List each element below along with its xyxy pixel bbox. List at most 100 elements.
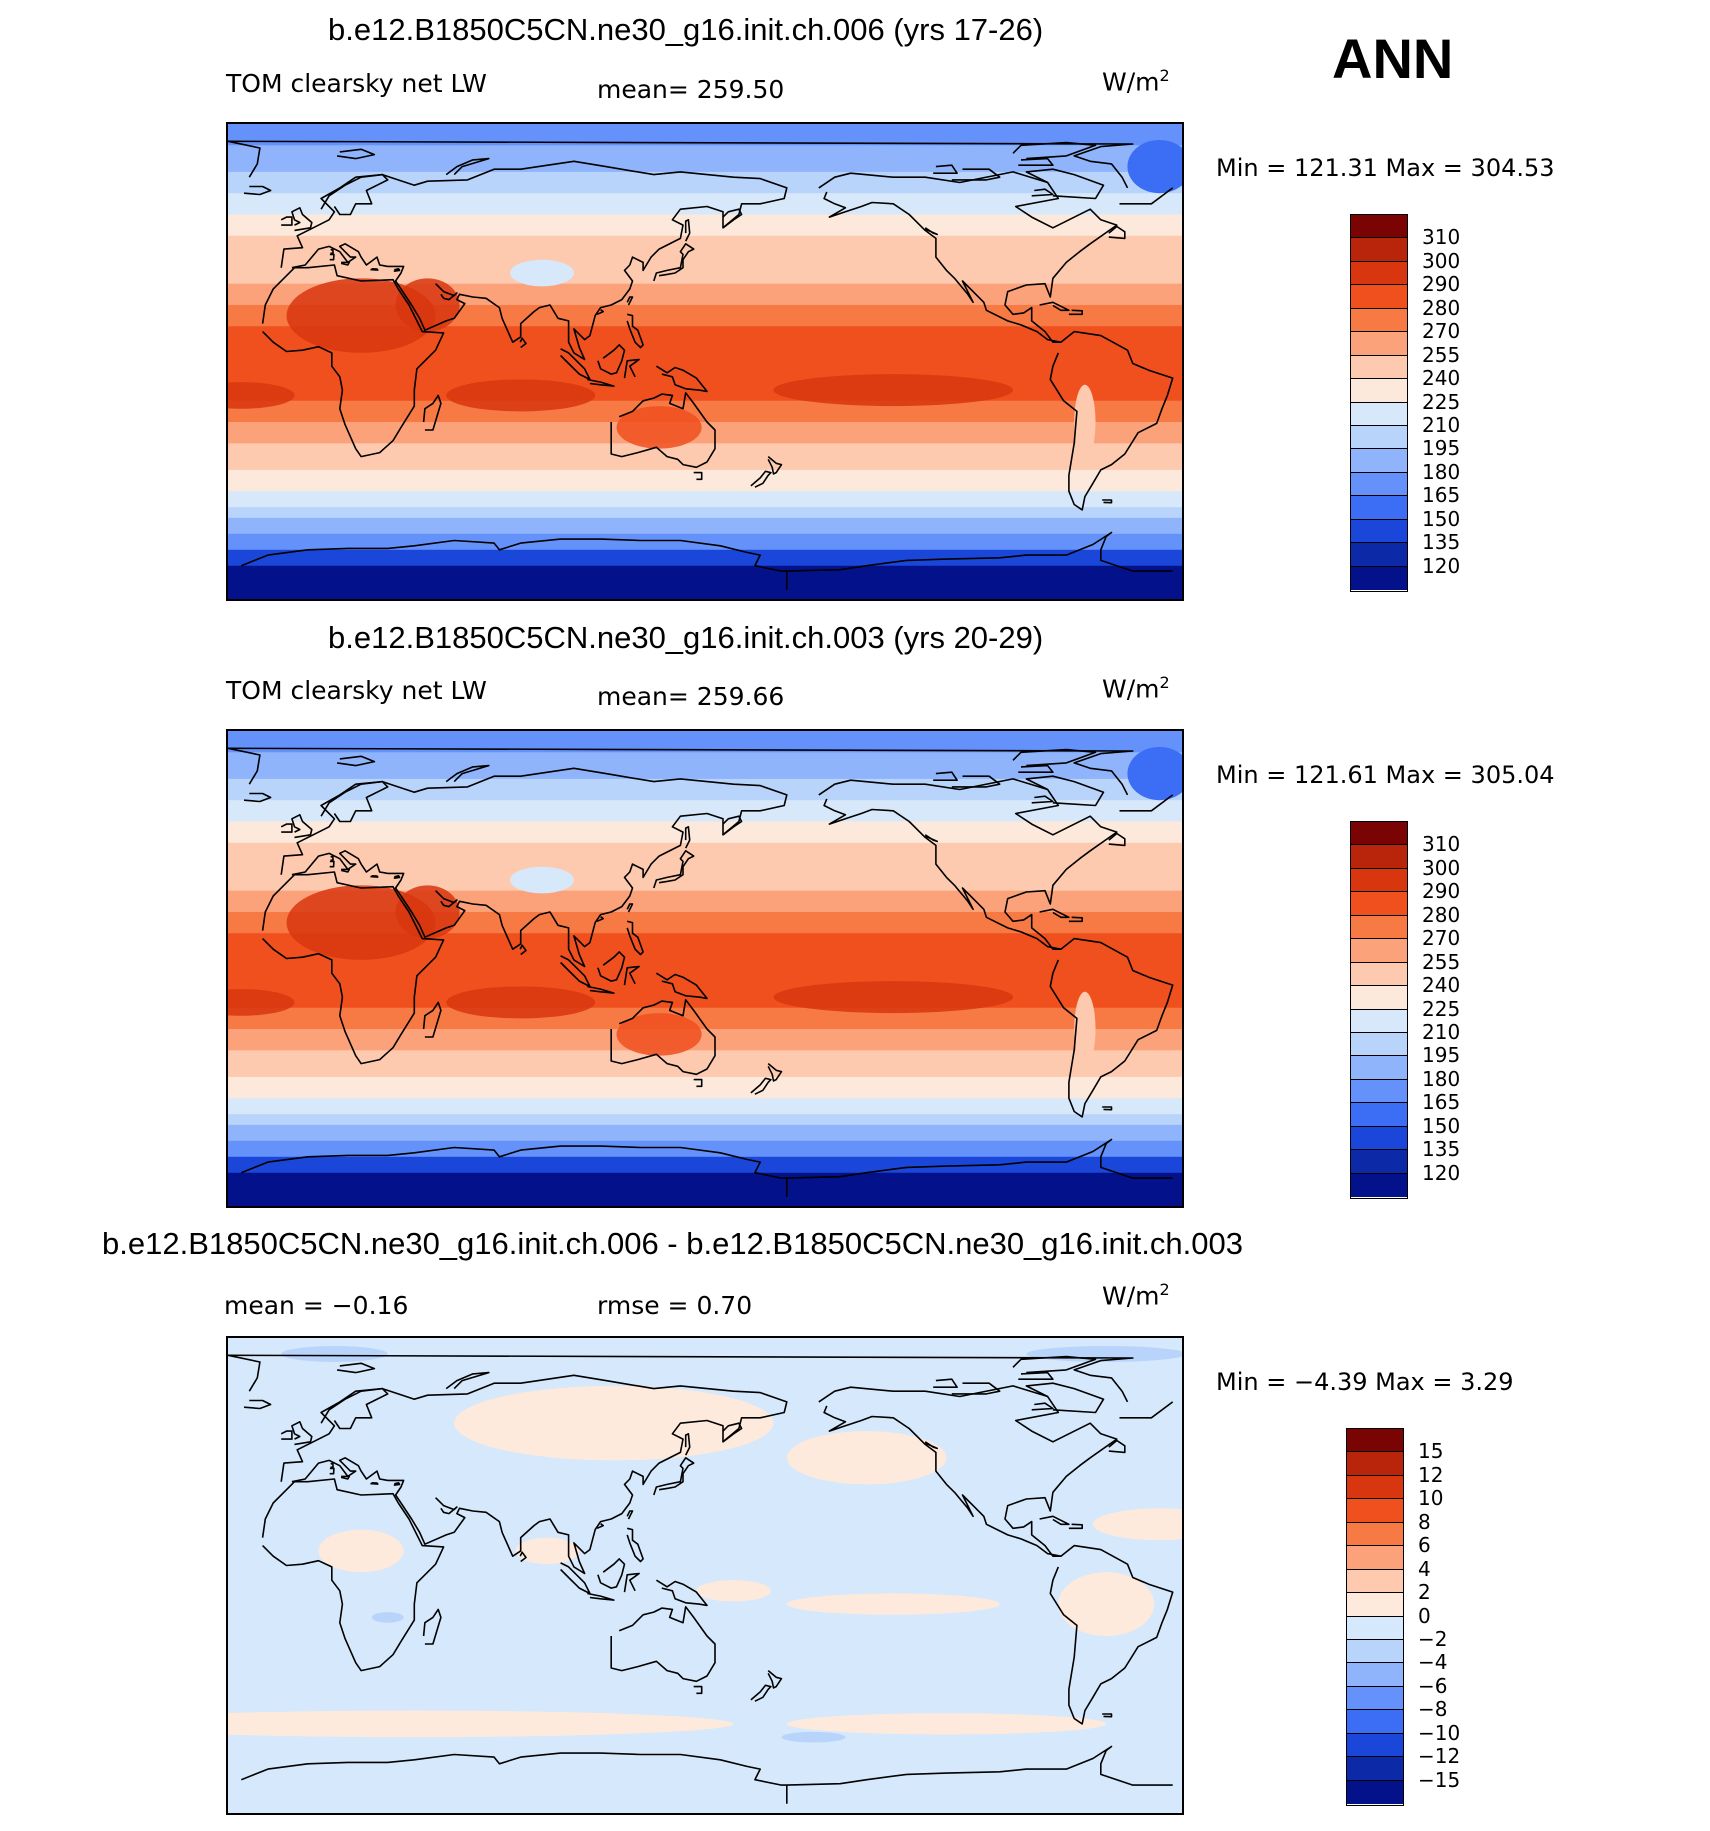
coastline-greatbritain xyxy=(291,1421,313,1446)
colorbar-tick-label: 225 xyxy=(1422,389,1461,414)
colorbar-tick-label: 225 xyxy=(1422,996,1461,1021)
field-band xyxy=(228,171,1182,194)
panel2-units: W/m2 xyxy=(1102,673,1170,703)
colorbar-tick-label: 4 xyxy=(1418,1556,1431,1581)
colorbar-swatch xyxy=(1351,845,1407,869)
panel1-variable-label: TOM clearsky net LW xyxy=(226,69,487,98)
coastline-ireland xyxy=(280,823,293,833)
field-band xyxy=(228,890,1182,913)
colorbar-swatch xyxy=(1351,519,1407,544)
panel1-colorbar xyxy=(1350,214,1408,592)
panel3-minmax: Min = −4.39 Max = 3.29 xyxy=(1216,1368,1514,1396)
field-band xyxy=(228,1124,1182,1142)
season-label: ANN xyxy=(1332,27,1454,90)
coastline-northamerica xyxy=(818,778,1118,950)
field-band xyxy=(228,821,1182,844)
coastline-greenland xyxy=(228,747,1174,812)
colorbar-swatch xyxy=(1347,1616,1403,1640)
coastline-newfoundland xyxy=(1108,832,1126,847)
coastline-africa xyxy=(261,1478,445,1672)
field-blob xyxy=(228,1710,734,1738)
coastline-crete xyxy=(370,1482,379,1485)
field-blob xyxy=(395,278,460,332)
coastline-ellesmere xyxy=(1012,748,1097,767)
panel3-mean-label: mean = −0.16 xyxy=(224,1291,409,1320)
panel3-units-text: W/m xyxy=(1102,1281,1160,1311)
coastline-southamerica xyxy=(1049,330,1174,511)
field-band xyxy=(228,565,1182,599)
coastline-antarctica xyxy=(241,531,1173,590)
colorbar-swatch xyxy=(1351,238,1407,262)
coastline-northamerica xyxy=(818,171,1118,343)
field-band xyxy=(228,368,1182,402)
colorbar-tick-label: 195 xyxy=(1422,1043,1461,1068)
colorbar-swatch xyxy=(1347,1522,1403,1547)
panel2-title: b.e12.B1850C5CN.ne30_g16.init.ch.003 (yr… xyxy=(328,620,1044,655)
colorbar-swatch xyxy=(1351,308,1407,333)
field-blob xyxy=(1127,139,1182,194)
coastline-newguinea xyxy=(655,972,708,1000)
colorbar-tick-label: 120 xyxy=(1422,553,1461,578)
field-band xyxy=(228,1076,1182,1099)
panel2-variable-label: TOM clearsky net LW xyxy=(226,676,487,705)
coastline-africa xyxy=(261,264,445,458)
coastline-srilanka xyxy=(519,337,527,349)
colorbar-swatch xyxy=(1351,285,1407,309)
colorbar-tick-label: 12 xyxy=(1418,1462,1444,1487)
coastline-greenland xyxy=(228,140,1174,205)
coastline-vancouver xyxy=(924,227,938,236)
field-band xyxy=(228,517,1182,535)
coastline-newzealandn xyxy=(767,1062,783,1082)
coastline-newfoundland xyxy=(1108,1439,1126,1454)
coastline-sulawesi xyxy=(623,1572,640,1593)
field-blob xyxy=(781,1731,846,1743)
coastline-hainan xyxy=(596,309,604,316)
coastline-japan xyxy=(653,243,695,282)
colorbar-swatch xyxy=(1351,1032,1407,1057)
coastline-newguinea xyxy=(655,365,708,393)
colorbar-tick-label: 165 xyxy=(1422,483,1461,508)
coastline-cuba xyxy=(1039,908,1070,919)
colorbar-swatch xyxy=(1347,1733,1403,1758)
field-band xyxy=(228,800,1182,822)
field-blob xyxy=(786,1593,1000,1615)
field-band xyxy=(228,507,1182,519)
coastline-sulawesi xyxy=(623,358,640,379)
colorbar-tick-label: 300 xyxy=(1422,855,1461,880)
field-blob xyxy=(1058,1572,1155,1637)
colorbar-swatch xyxy=(1347,1429,1403,1453)
coastline-svalbard xyxy=(336,1362,376,1374)
coastline-java xyxy=(587,1592,615,1601)
coastline-eurasia xyxy=(280,1374,788,1575)
field-band xyxy=(228,1029,1182,1051)
field-band xyxy=(228,1156,1182,1174)
colorbar-swatch xyxy=(1347,1499,1403,1523)
colorbar-tick-label: −15 xyxy=(1418,1767,1461,1792)
panel2-minmax: Min = 121.61 Max = 305.04 xyxy=(1216,761,1555,789)
coastline-cuba xyxy=(1039,1515,1070,1526)
colorbar-swatch xyxy=(1351,915,1407,940)
colorbar-tick-label: 15 xyxy=(1418,1439,1444,1464)
coastline-corsica xyxy=(330,1462,334,1469)
colorbar-swatch xyxy=(1347,1710,1403,1734)
coastline-eurasia xyxy=(280,160,788,361)
colorbar-swatch xyxy=(1351,1009,1407,1033)
coastline-novayazemlya xyxy=(445,764,490,783)
field-band xyxy=(228,422,1182,444)
coastline-srilanka xyxy=(519,944,527,956)
coastline-crete xyxy=(370,268,379,271)
colorbar-swatch xyxy=(1351,425,1407,450)
colorbar-tick-label: 135 xyxy=(1422,1137,1461,1162)
coastline-taiwan xyxy=(626,1510,634,1520)
colorbar-swatch xyxy=(1351,939,1407,963)
field-band xyxy=(228,731,1182,753)
coastline-devon xyxy=(1018,1371,1054,1380)
field-band xyxy=(228,911,1182,934)
field-blob xyxy=(371,1612,404,1623)
field-band xyxy=(228,193,1182,215)
coastline-banks xyxy=(933,164,958,174)
colorbar-tick-label: 150 xyxy=(1422,506,1461,531)
panel1-mean-label: mean= 259.50 xyxy=(597,75,785,104)
coastline-greatbritain xyxy=(291,814,313,839)
coastline-hispaniola xyxy=(1068,309,1083,316)
